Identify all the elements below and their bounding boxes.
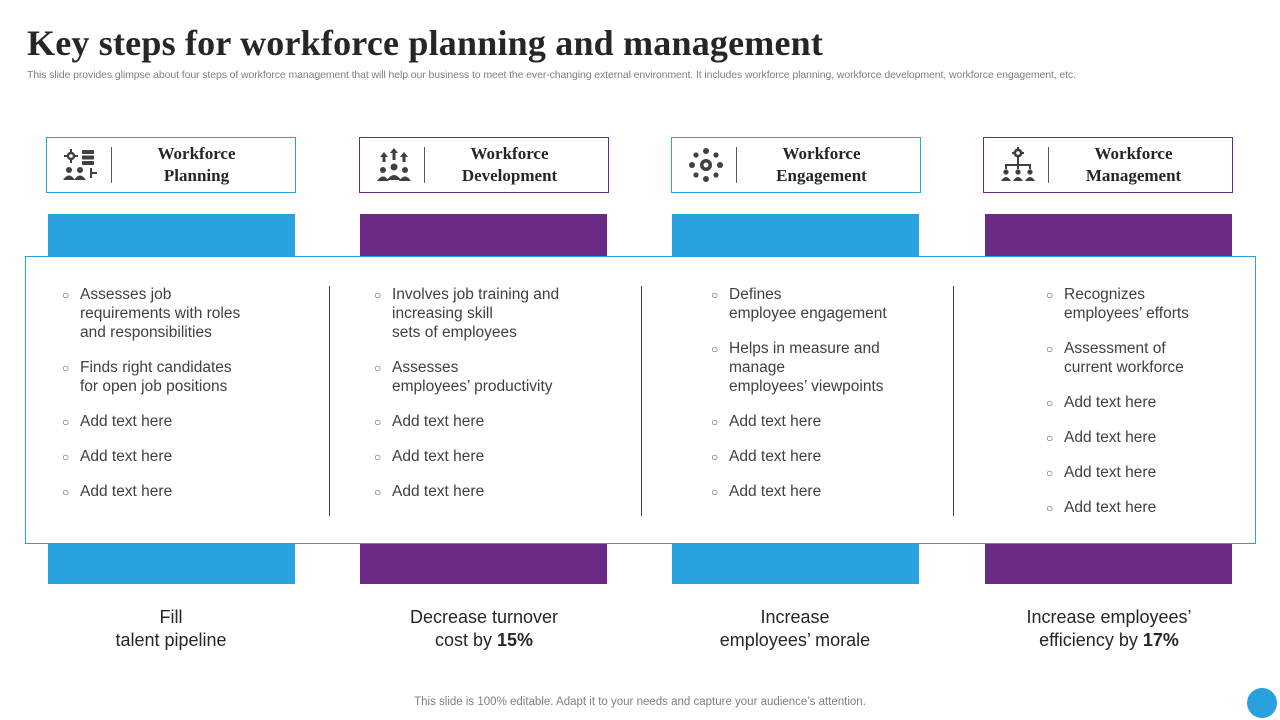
bullet-list-development: ○ Involves job training and increasing sk… [374,285,559,517]
bullet-circle-icon: ○ [374,450,382,464]
bullet-circle-icon: ○ [1046,288,1054,302]
step-title: Workforce Engagement [776,144,867,185]
bullet-circle-icon: ○ [1046,466,1054,480]
list-item: ○ Add text here [1046,429,1157,446]
bullet-circle-icon: ○ [62,485,70,499]
list-item: ○ Assessment of current workforce [1046,340,1184,376]
list-item: ○ Add text here [711,483,822,500]
details-panel: ○ Assesses job requirements with roles an… [25,256,1256,544]
step-header-planning: Workforce Planning [46,137,296,193]
list-item: ○ Add text here [1046,499,1157,516]
list-item: ○ Add text here [62,483,173,500]
step-title: Workforce Management [1085,144,1182,185]
bullet-circle-icon: ○ [374,361,382,375]
bullet-circle-icon: ○ [62,415,70,429]
step-title: Workforce Development [461,144,558,185]
header-divider [736,147,737,183]
outcome-engagement: Increase employees’ morale [719,607,871,650]
list-item: ○ Assesses job requirements with roles an… [62,286,241,341]
list-item: ○ Add text here [711,448,822,465]
list-item: ○ Recognizes employees’ efforts [1046,286,1189,322]
gear-server-people-icon [59,143,103,187]
slide-subtitle: This slide provides glimpse about four s… [27,69,1076,81]
bullet-list-management: ○ Recognizes employees’ efforts ○ Assessme… [1046,285,1189,533]
list-item: ○ Add text here [374,448,485,465]
bullet-circle-icon: ○ [1046,501,1054,515]
list-item: ○ Finds right candidates for open job pos… [62,359,232,395]
outcome-planning: Fill talent pipeline [115,607,227,650]
bullet-list-engagement: ○ Defines employee engagement ○ Helps in m… [711,285,887,517]
list-item: ○ Add text here [1046,394,1157,411]
list-item: ○ Add text here [374,413,485,430]
bullet-circle-icon: ○ [711,450,719,464]
header-divider [1048,147,1049,183]
org-chart-gear-icon [996,143,1040,187]
outcome-development: Decrease turnover cost by 15% [409,607,559,650]
bullet-circle-icon: ○ [711,342,719,356]
step-header-engagement: Workforce Engagement [671,137,921,193]
bullet-circle-icon: ○ [62,288,70,302]
bullet-circle-icon: ○ [711,415,719,429]
column-divider [641,286,642,516]
bullet-circle-icon: ○ [374,415,382,429]
step-title: Workforce Planning [157,144,236,185]
list-item: ○ Defines employee engagement [711,286,887,322]
step-header-development: Workforce Development [359,137,609,193]
step-header-management: Workforce Management [983,137,1233,193]
slide-footer: This slide is 100% editable. Adapt it to… [414,696,866,708]
corner-circle-decoration [1247,688,1277,718]
bullet-circle-icon: ○ [62,450,70,464]
list-item: ○ Add text here [62,413,173,430]
list-item: ○ Involves job training and increasing sk… [374,286,560,341]
bullet-circle-icon: ○ [711,288,719,302]
header-divider [424,147,425,183]
bullet-circle-icon: ○ [711,485,719,499]
bullet-circle-icon: ○ [374,288,382,302]
header-divider [111,147,112,183]
column-divider [953,286,954,516]
outcome-management: Increase employees’ efficiency by 17% [1026,607,1192,650]
bullet-circle-icon: ○ [62,361,70,375]
slide-title: Key steps for workforce planning and man… [27,23,824,63]
bullet-circle-icon: ○ [1046,342,1054,356]
list-item: ○ Add text here [62,448,173,465]
bullet-circle-icon: ○ [1046,431,1054,445]
list-item: ○ Add text here [374,483,485,500]
list-item: ○ Add text here [1046,464,1157,481]
bullet-circle-icon: ○ [374,485,382,499]
list-item: ○ Helps in measure and manage employees’ … [711,340,884,395]
list-item: ○ Add text here [711,413,822,430]
people-circle-network-icon [684,143,728,187]
list-item: ○ Assesses employees’ productivity [374,359,553,395]
bullet-circle-icon: ○ [1046,396,1054,410]
bullet-list-planning: ○ Assesses job requirements with roles an… [62,285,240,517]
column-divider [329,286,330,516]
team-growth-arrows-icon [372,143,416,187]
